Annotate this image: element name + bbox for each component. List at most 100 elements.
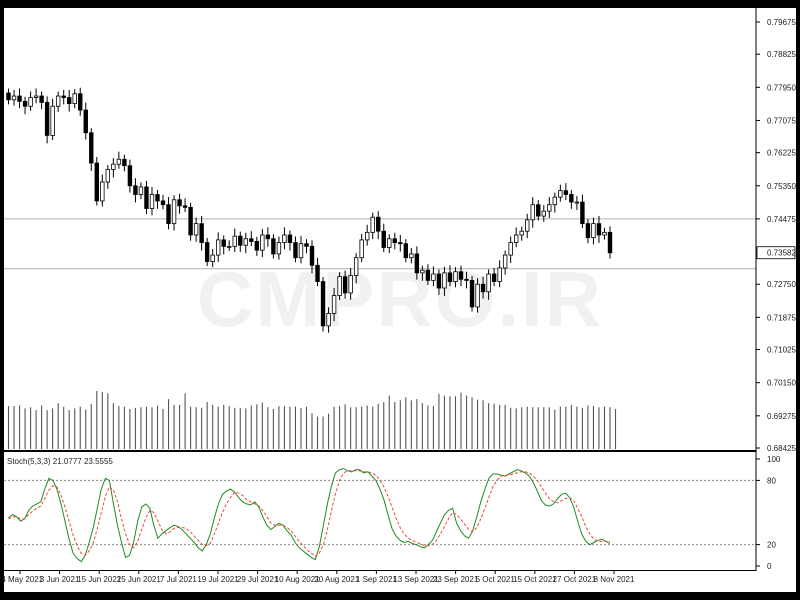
candle (254, 236, 260, 256)
candle (414, 246, 420, 280)
candle (508, 236, 513, 264)
candle (83, 102, 88, 140)
candle (431, 266, 436, 287)
candle (260, 228, 265, 257)
candle (525, 213, 530, 239)
candle (215, 232, 221, 262)
current-price-box (756, 246, 796, 260)
time-tick-label: 15 Oct 2021 (513, 575, 557, 584)
time-tick-label: 20 Aug 2021 (314, 575, 359, 584)
candle (513, 227, 519, 248)
candle (359, 233, 364, 263)
candle (293, 236, 298, 263)
candle (182, 198, 188, 212)
stoch-main-line (8, 468, 611, 563)
candle (17, 88, 22, 109)
candle (486, 269, 491, 300)
time-tick-label: 7 Jul 2021 (160, 575, 197, 584)
candle (376, 211, 381, 240)
time-tick-label: 19 Jul 2021 (197, 575, 239, 584)
time-tick-label: 23 Sep 2021 (433, 575, 479, 584)
price-tick-label: 0.75350 (767, 182, 796, 191)
candle (138, 182, 144, 200)
time-tick-label: 29 Jul 2021 (237, 575, 279, 584)
candle (602, 227, 607, 240)
watermark-text: CMPRO.IR (197, 255, 603, 343)
candle (552, 192, 558, 213)
candle (276, 236, 282, 260)
oscillator-tick-label: 80 (767, 476, 776, 485)
candle (480, 276, 486, 299)
candle (398, 235, 403, 252)
candle (221, 235, 226, 255)
candle (442, 266, 447, 296)
current-price-tag: 0.73582 (756, 246, 796, 260)
candle (100, 174, 105, 207)
candle (287, 230, 293, 251)
time-tick-label: 13 Sep 2021 (393, 575, 439, 584)
candle (464, 271, 469, 289)
volume-bars (7, 391, 617, 449)
price-axis-strip (756, 8, 796, 592)
candle (502, 250, 508, 275)
candle (580, 194, 585, 229)
candle (111, 158, 116, 178)
candle (541, 205, 546, 222)
time-tick-label: 3 Jun 2021 (40, 575, 80, 584)
candle (337, 272, 342, 301)
candle (392, 232, 397, 250)
candle (94, 156, 99, 206)
candle (149, 186, 155, 216)
candle (61, 89, 66, 105)
candle (469, 275, 475, 312)
candle (547, 197, 552, 218)
candle (28, 91, 33, 111)
price-tick-label: 0.70150 (767, 379, 796, 388)
candle (72, 89, 77, 109)
candle (160, 194, 166, 210)
price-tick-label: 0.74475 (767, 215, 796, 224)
candle (265, 227, 271, 247)
candle (122, 154, 127, 172)
candle (596, 216, 602, 243)
oscillator-tick-label: 100 (767, 455, 781, 464)
candle (458, 265, 464, 287)
time-tick-label: 27 Oct 2021 (553, 575, 597, 584)
candle (6, 88, 11, 105)
candle (447, 265, 453, 287)
candle (425, 264, 431, 285)
candle (409, 247, 414, 264)
candle (536, 200, 541, 221)
time-tick-label: 1 Sep 2021 (356, 575, 397, 584)
candle (491, 267, 497, 287)
time-tick-label: 25 Jun 2021 (117, 575, 162, 584)
candles (6, 87, 613, 333)
candle (204, 238, 210, 267)
candle (155, 189, 160, 209)
price-tick-label: 0.77950 (767, 83, 796, 92)
price-tick-label: 0.79675 (767, 18, 796, 27)
candle (475, 278, 480, 313)
price-tick-label: 0.72750 (767, 280, 796, 289)
candle (227, 240, 232, 251)
current-price-label: 0.73582 (767, 249, 796, 258)
candle (33, 88, 39, 104)
time-tick-label: 8 Nov 2021 (594, 575, 635, 584)
candle (89, 128, 94, 172)
candle (144, 180, 149, 215)
candle (199, 216, 204, 251)
candle (44, 96, 50, 144)
candle (320, 277, 326, 332)
candle (249, 231, 254, 246)
candle (309, 240, 315, 274)
candle (105, 164, 111, 189)
stoch-signal-line (8, 470, 610, 558)
candle (133, 178, 138, 203)
oscillator-tick-label: 20 (767, 541, 776, 550)
time-tick-label: 10 Aug 2021 (275, 575, 320, 584)
candle (591, 217, 596, 245)
candle (326, 307, 331, 333)
candle (453, 267, 458, 288)
candle (282, 227, 287, 250)
